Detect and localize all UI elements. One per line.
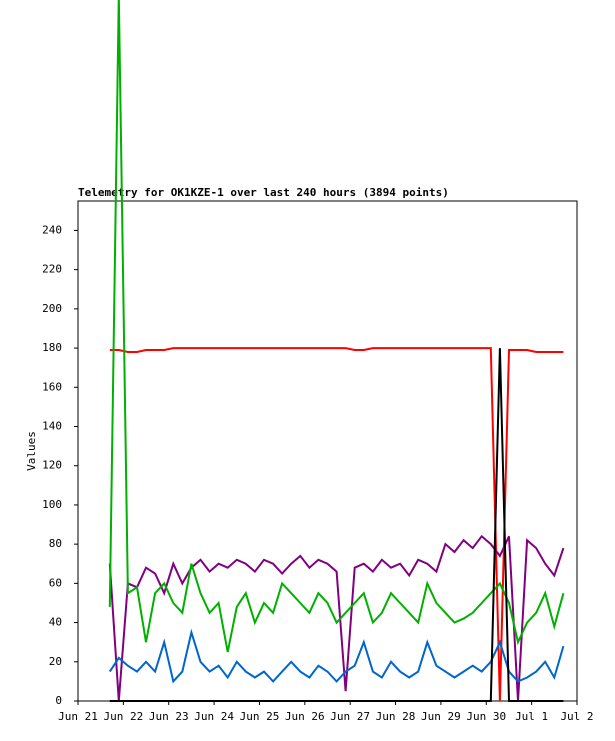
y-tick-label: 160 xyxy=(42,380,62,393)
x-tick-label: Jun 26 xyxy=(285,710,325,723)
series-line xyxy=(108,0,565,653)
x-tick-label: Jun 23 xyxy=(149,710,189,723)
y-tick-label: 40 xyxy=(49,616,62,629)
y-tick-label: 140 xyxy=(42,419,62,432)
y-tick-label: 80 xyxy=(49,537,62,550)
series-line xyxy=(108,628,565,684)
y-tick-label: 100 xyxy=(42,498,62,511)
y-tick-label: 240 xyxy=(42,223,62,236)
y-tick-label: 180 xyxy=(42,341,62,354)
x-tick-label: Jun 21 xyxy=(58,710,98,723)
series-line xyxy=(108,534,565,702)
series-line xyxy=(109,347,564,702)
x-tick-label: Jul 1 xyxy=(515,710,548,723)
chart-title: Telemetry for OK1KZE-1 over last 240 hou… xyxy=(78,186,449,199)
x-tick-label: Jun 29 xyxy=(421,710,461,723)
y-tick-label: 20 xyxy=(49,655,62,668)
x-tick-label: Jun 30 xyxy=(466,710,506,723)
x-tick-label: Jun 28 xyxy=(376,710,416,723)
y-tick-label: 200 xyxy=(42,302,62,315)
y-tick-label: 60 xyxy=(49,576,62,589)
y-axis-label: Values xyxy=(25,431,38,471)
x-tick-label: Jun 22 xyxy=(103,710,143,723)
x-tick-label: Jun 24 xyxy=(194,710,234,723)
y-tick-label: 220 xyxy=(42,263,62,276)
x-tick-label: Jun 27 xyxy=(330,710,370,723)
x-tick-label: Jun 25 xyxy=(240,710,280,723)
x-tick-label: Jul 2 xyxy=(560,710,593,723)
y-tick-label: 120 xyxy=(42,459,62,472)
y-tick-label: 0 xyxy=(55,694,62,707)
series-line xyxy=(109,348,564,702)
